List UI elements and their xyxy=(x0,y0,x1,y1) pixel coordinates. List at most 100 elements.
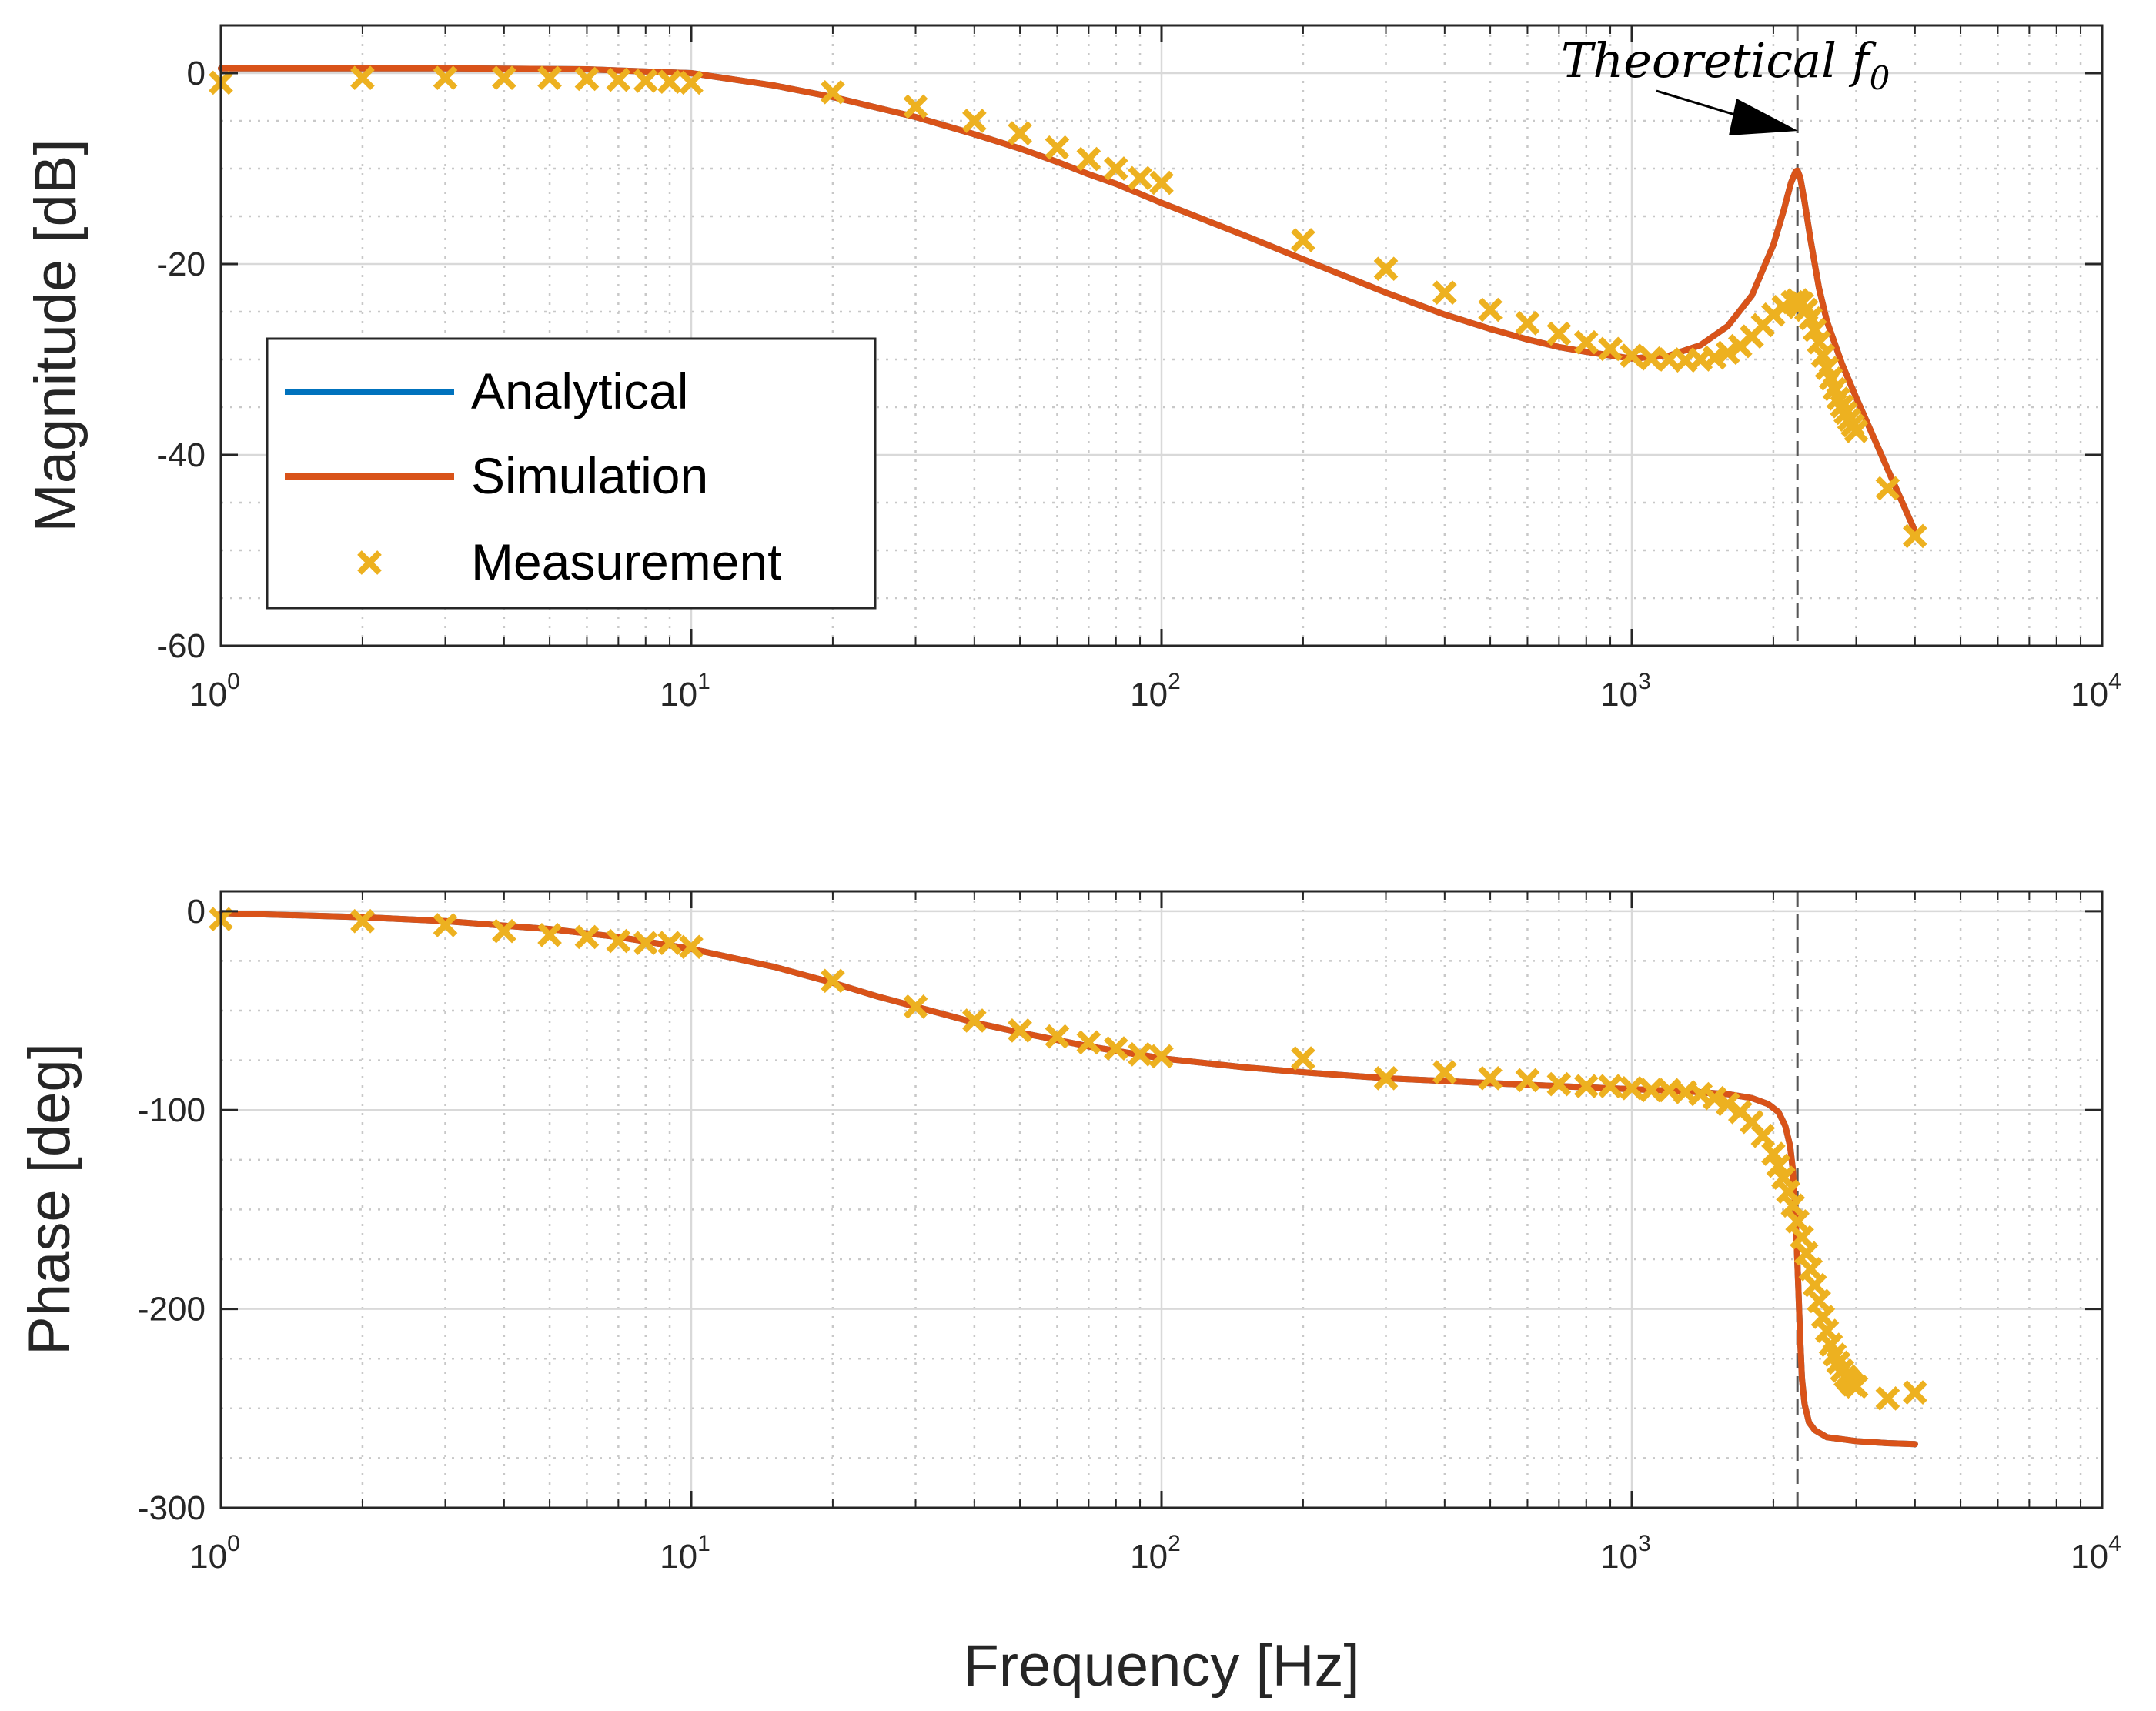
measurement-point xyxy=(657,931,682,956)
legend-measurement-label: Measurement xyxy=(471,533,782,590)
x-tick-base: 10 xyxy=(660,676,697,713)
measurement-point xyxy=(606,928,631,954)
x-tick-label: 102 xyxy=(1130,669,1181,713)
measurement-point xyxy=(679,934,704,960)
measurement-point xyxy=(1903,1380,1927,1405)
magnitude-x-tick-labels: 100 101 102 103 104 xyxy=(189,669,2121,713)
measurement-point xyxy=(1103,1036,1128,1061)
measurement-point xyxy=(1780,1193,1806,1218)
x-tick-label: 100 xyxy=(189,1531,240,1576)
measurement-point xyxy=(679,70,704,95)
x-tick-label: 101 xyxy=(660,669,710,713)
measurement-point xyxy=(1076,146,1101,172)
measurement-point xyxy=(574,66,600,92)
x-tick-label: 103 xyxy=(1600,669,1651,713)
x-tick-exponent: 1 xyxy=(697,1531,710,1556)
measurement-point xyxy=(1076,1030,1101,1055)
y-tick-label: -60 xyxy=(156,627,206,665)
measurement-point xyxy=(1639,1078,1664,1103)
x-tick-label: 104 xyxy=(2071,669,2121,713)
x-tick-base: 10 xyxy=(1600,1538,1638,1576)
measurement-point xyxy=(1702,1085,1727,1111)
measurement-point xyxy=(537,923,562,947)
x-tick-base: 10 xyxy=(1130,1538,1168,1576)
x-tick-exponent: 4 xyxy=(2108,669,2121,694)
measurement-point xyxy=(537,65,562,91)
y-tick-label: -100 xyxy=(138,1091,206,1129)
measurement-point xyxy=(1432,280,1457,306)
measurement-point xyxy=(1875,1386,1900,1411)
measurement-point xyxy=(1715,340,1740,366)
measurement-point xyxy=(350,65,375,91)
measurement-point xyxy=(1790,1225,1814,1250)
measurement-point xyxy=(433,913,458,937)
magnitude-ylabel: Magnitude [dB] xyxy=(23,139,89,532)
measurement-point xyxy=(903,94,928,119)
measurement-point xyxy=(1875,476,1900,501)
measurement-point xyxy=(1843,1374,1869,1399)
measurement-point xyxy=(1478,297,1503,322)
measurement-point xyxy=(1598,336,1623,362)
measurement-point xyxy=(1573,1074,1599,1099)
measurement-point xyxy=(1045,135,1070,160)
x-tick-base: 10 xyxy=(2071,676,2108,713)
x-tick-exponent: 0 xyxy=(227,1531,240,1556)
measurement-point xyxy=(1785,1209,1810,1234)
measurement-point xyxy=(962,1008,987,1033)
phase-series xyxy=(209,907,1927,1448)
measurement-point xyxy=(1798,1257,1823,1282)
simulation-line xyxy=(218,910,1918,1448)
measurement-point xyxy=(1715,1091,1740,1117)
y-tick-label: 0 xyxy=(187,55,206,92)
legend-simulation-label: Simulation xyxy=(471,447,708,504)
measurement-point xyxy=(1620,1075,1644,1101)
y-tick-label: -300 xyxy=(138,1489,206,1527)
theoretical-f0-annotation: Theoretical f0 xyxy=(1561,32,1890,135)
measurement-point xyxy=(1515,1068,1540,1093)
y-tick-label: -20 xyxy=(156,246,206,283)
measurement-point xyxy=(1291,228,1315,252)
measurement-point xyxy=(574,924,600,950)
measurement-point xyxy=(1373,256,1399,282)
phase-panel: 0-100-200-300 100 101 102 103 104 Phase [deg… xyxy=(17,890,2121,1699)
measurement-point xyxy=(821,79,845,105)
measurement-point xyxy=(1149,1044,1174,1069)
x-tick-exponent: 2 xyxy=(1168,1531,1181,1556)
measurement-point xyxy=(1478,1066,1503,1091)
measurement-point xyxy=(606,67,631,92)
measurement-point xyxy=(1008,1018,1032,1043)
measurement-point xyxy=(1149,170,1174,195)
annotation-arrow-head xyxy=(1729,99,1798,135)
legend: Analytical Simulation Measurement xyxy=(266,337,877,610)
x-tick-label: 103 xyxy=(1600,1531,1651,1576)
measurement-point xyxy=(1702,345,1727,370)
x-tick-exponent: 1 xyxy=(697,669,710,694)
x-tick-label: 102 xyxy=(1130,1531,1181,1576)
measurement-point xyxy=(1546,321,1572,346)
legend-measurement-marker xyxy=(357,550,382,575)
phase-y-tick-labels: 0 -100 -200 -300 xyxy=(138,893,206,1527)
x-tick-exponent: 4 xyxy=(2108,1531,2121,1556)
phase-ylabel: Phase [deg] xyxy=(17,1043,82,1355)
measurement-point xyxy=(1128,165,1152,191)
measurement-point xyxy=(1546,1071,1572,1097)
measurement-point xyxy=(1291,1046,1315,1071)
x-tick-base: 10 xyxy=(189,1538,227,1576)
y-tick-label: -200 xyxy=(138,1291,206,1328)
measurement-point xyxy=(657,69,682,94)
measurement-point xyxy=(350,908,375,934)
x-tick-base: 10 xyxy=(660,1538,697,1576)
measurement-point xyxy=(1515,311,1540,336)
phase-grid xyxy=(221,891,2102,1509)
y-tick-label: 0 xyxy=(187,893,206,931)
measurement-point xyxy=(1008,121,1032,145)
measurement-point xyxy=(492,65,516,91)
measurement-point xyxy=(1620,343,1644,368)
measurement-point xyxy=(1373,1066,1399,1091)
measurement-point xyxy=(1045,1024,1070,1049)
magnitude-y-tick-labels: 0 -20 -40 -60 xyxy=(156,55,206,665)
measurement-point xyxy=(1793,1241,1819,1266)
x-tick-exponent: 3 xyxy=(1638,669,1651,694)
y-tick-label: -40 xyxy=(156,436,206,474)
